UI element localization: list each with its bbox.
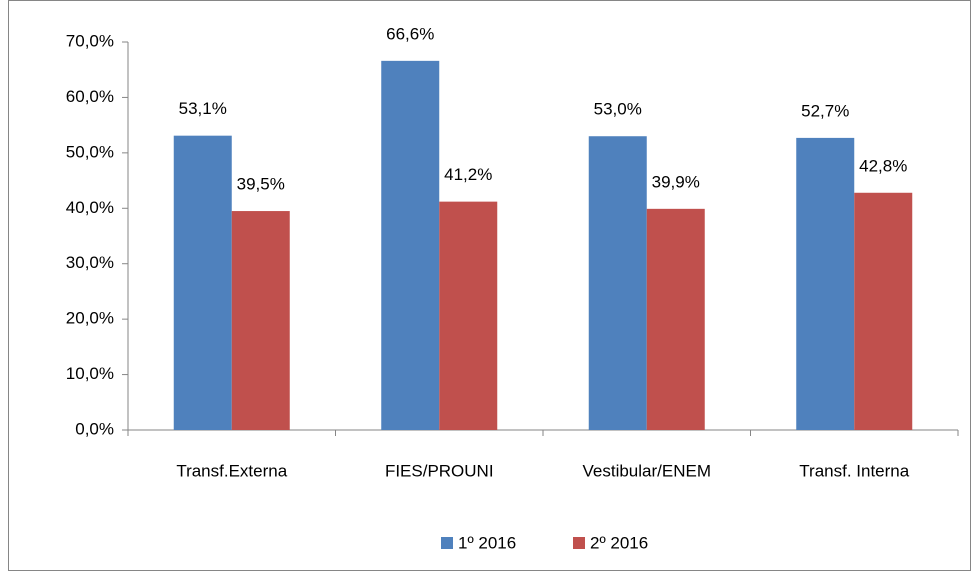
value-label: 53,0% xyxy=(594,100,642,119)
bar xyxy=(173,135,232,430)
y-tick-label: 30,0% xyxy=(66,253,114,272)
x-tick-label: FIES/PROUNI xyxy=(385,461,494,480)
value-label: 53,1% xyxy=(179,99,227,118)
value-label: 42,8% xyxy=(859,156,907,175)
bar xyxy=(796,137,855,431)
value-label: 52,7% xyxy=(801,101,849,120)
y-tick-label: 20,0% xyxy=(66,309,114,328)
bar xyxy=(439,201,498,430)
legend-label: 2º 2016 xyxy=(590,533,648,552)
y-tick-label: 60,0% xyxy=(66,87,114,106)
value-label: 66,6% xyxy=(386,24,434,43)
y-tick-label: 40,0% xyxy=(66,198,114,217)
bar xyxy=(231,211,290,430)
x-tick-label: Transf. Interna xyxy=(799,461,909,480)
y-tick-label: 0,0% xyxy=(75,419,114,438)
value-label: 39,9% xyxy=(652,172,700,191)
y-tick-label: 50,0% xyxy=(66,142,114,161)
value-label: 39,5% xyxy=(237,175,285,194)
bar xyxy=(854,192,913,430)
bar xyxy=(381,60,440,431)
legend-label: 1º 2016 xyxy=(458,533,516,552)
y-tick-label: 70,0% xyxy=(66,31,114,50)
chart-border xyxy=(8,0,971,571)
x-tick-label: Transf.Externa xyxy=(176,461,287,480)
bar xyxy=(646,208,705,430)
bar xyxy=(588,136,647,430)
y-tick-label: 10,0% xyxy=(66,364,114,383)
x-tick-label: Vestibular/ENEM xyxy=(583,461,712,480)
legend-swatch xyxy=(573,537,585,549)
legend-swatch xyxy=(441,537,453,549)
value-label: 41,2% xyxy=(444,165,492,184)
